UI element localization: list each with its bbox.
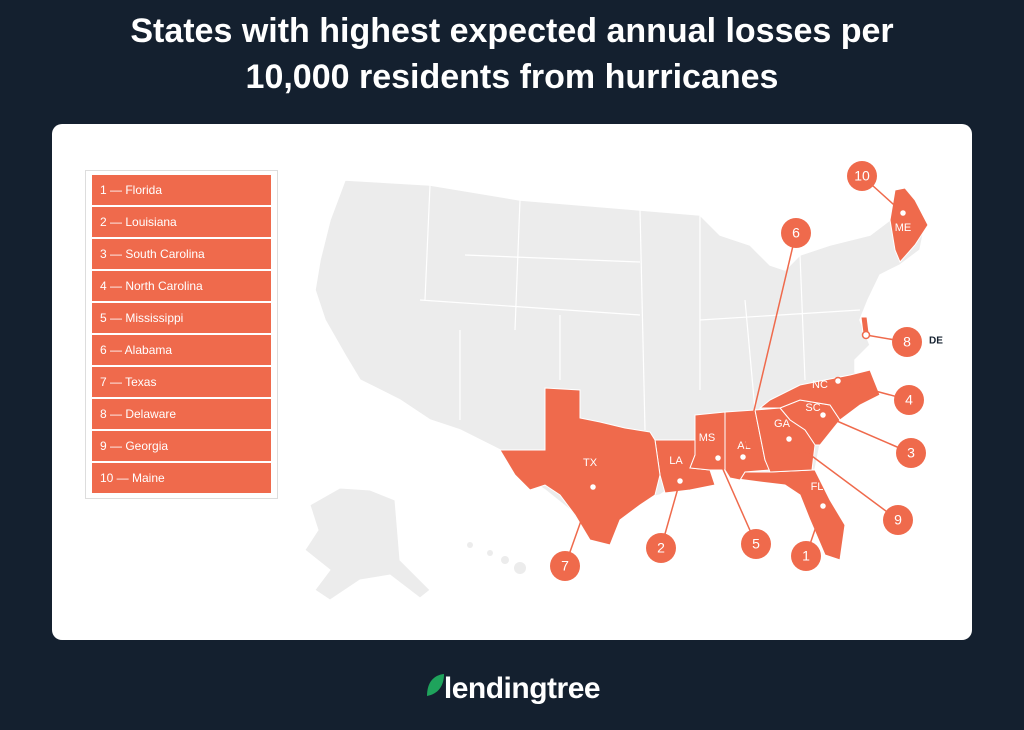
- callout-circle: [781, 218, 811, 248]
- state-label: AL: [737, 440, 750, 452]
- legend-item: 10 — Maine: [92, 463, 271, 493]
- callout-number: 5: [752, 536, 760, 552]
- callout-dot: [898, 208, 908, 218]
- legend-item: 7 — Texas: [92, 367, 271, 397]
- state-shape: [860, 316, 870, 334]
- state-label: GA: [774, 418, 791, 430]
- legend-item: 3 — South Carolina: [92, 239, 271, 269]
- callouts: 1 2 3 4 5 6 7 8 9 10: [550, 161, 926, 581]
- state-label: NC: [812, 379, 828, 391]
- state-label: MS: [699, 432, 716, 444]
- callout-dot: [818, 501, 828, 511]
- callout-number: 1: [802, 548, 810, 564]
- callout-number: 7: [561, 558, 569, 574]
- callout-dot: [818, 410, 828, 420]
- callout-circle: [646, 533, 676, 563]
- callout-number: 2: [657, 540, 665, 556]
- callout-line: [742, 232, 797, 458]
- callout-circle: [894, 385, 924, 415]
- callout-number: 9: [894, 512, 902, 528]
- hawaii: [467, 542, 526, 574]
- callout-dot: [784, 434, 794, 444]
- state-label: DE: [929, 336, 943, 347]
- state-shape: [729, 469, 846, 561]
- callout-circle: [883, 505, 913, 535]
- callout-line: [822, 414, 912, 454]
- callout-dot: [588, 482, 598, 492]
- us-map: FL LA SC NC MS AL TX DE GA ME 1 2 3 4 5 6 7 8 9 10: [304, 161, 943, 601]
- logo: lendingtree: [0, 672, 1024, 706]
- state-borders: [419, 184, 861, 431]
- callout-dot: [713, 453, 723, 463]
- legend-item: 4 — North Carolina: [92, 271, 271, 301]
- callout-number: 4: [905, 392, 913, 408]
- callout-line: [717, 457, 757, 545]
- state-shape: [889, 187, 929, 263]
- ranking-legend: 1 — Florida 2 — Louisiana 3 — South Caroli…: [85, 170, 278, 499]
- legend-item: 9 — Georgia: [92, 431, 271, 461]
- state-label: LA: [669, 455, 683, 467]
- map-card: FL LA SC NC MS AL TX DE GA ME 1 2 3 4 5 6 7 8 9 10 1 — Flo…: [52, 124, 972, 640]
- highlighted-states: FL LA SC NC MS AL TX DE GA ME: [499, 187, 943, 561]
- state-label: SC: [805, 402, 820, 414]
- callout-line: [788, 438, 899, 521]
- callout-dot: [833, 376, 843, 386]
- legend-item: 2 — Louisiana: [92, 207, 271, 237]
- state-label: ME: [895, 222, 912, 234]
- callout-dot: [738, 452, 748, 462]
- callout-circle: [741, 529, 771, 559]
- callout-dot: [861, 330, 871, 340]
- callout-dot: [675, 476, 685, 486]
- callout-circle: [847, 161, 877, 191]
- callout-number: 3: [907, 445, 915, 461]
- callout-circle: [791, 541, 821, 571]
- callout-circle: [892, 327, 922, 357]
- state-label: FL: [811, 481, 824, 493]
- state-shape: [499, 387, 661, 546]
- logo-text: lendingtree: [443, 672, 601, 705]
- callout-number: 8: [903, 334, 911, 350]
- logo-leaf: [426, 674, 444, 696]
- title: States with highest expected annual loss…: [130, 12, 894, 96]
- callout-circle: [896, 438, 926, 468]
- callout-number: 6: [792, 225, 800, 241]
- callout-circle: [550, 551, 580, 581]
- state-label: TX: [583, 457, 598, 469]
- alaska: [304, 487, 431, 601]
- legend-item: 1 — Florida: [92, 175, 271, 205]
- legend-item: 8 — Delaware: [92, 399, 271, 429]
- legend-item: 5 — Mississippi: [92, 303, 271, 333]
- legend-item: 6 — Alabama: [92, 335, 271, 365]
- callout-number: 10: [854, 168, 870, 184]
